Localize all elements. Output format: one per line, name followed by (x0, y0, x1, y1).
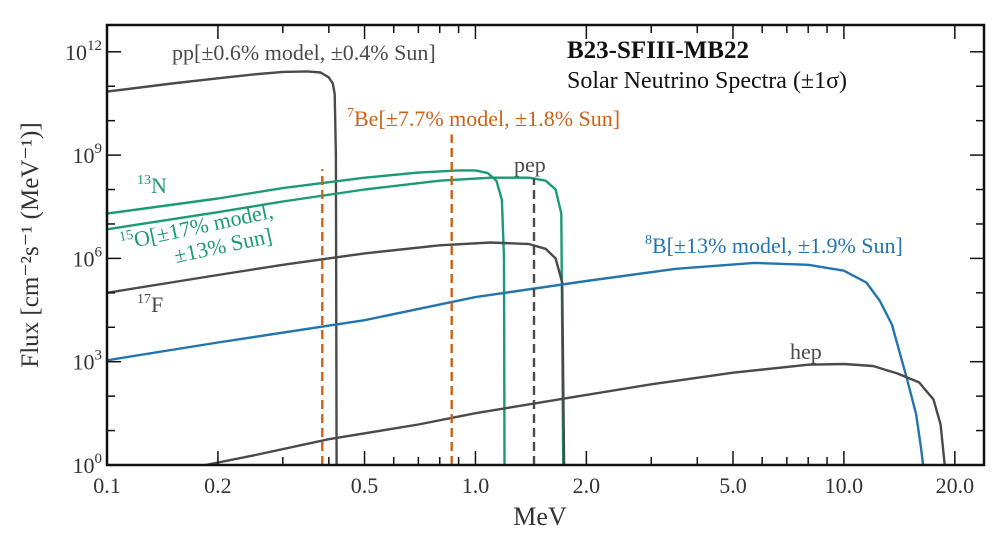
x-tick-label: 0.5 (351, 473, 379, 498)
label-pep: pep (514, 152, 546, 177)
label-8b: 8B[±13% model, ±1.9% Sun] (645, 233, 903, 258)
x-tick-label: 20.0 (936, 473, 975, 498)
series-pp (106, 70, 338, 466)
series-15O (106, 176, 565, 466)
series-8B (106, 261, 925, 466)
axis-ticks (106, 25, 984, 466)
label-7be: 7Be[±7.7% model, ±1.8% Sun] (347, 106, 620, 131)
x-axis-label: MeV (513, 502, 567, 531)
label-13n: 13N (137, 173, 167, 198)
y-tick-label: 103 (73, 348, 103, 375)
label-15o: 15O[±17% model, ±13% Sun] (118, 198, 275, 268)
chart-title: B23-SFIII-MB22 (567, 37, 749, 64)
label-17f: 17F (137, 292, 163, 317)
plot-frame (105, 23, 986, 467)
y-tick-label: 100 (73, 451, 103, 478)
x-tick-label: 0.2 (204, 473, 232, 498)
label-pp: pp[±0.6% model, ±0.4% Sun] (172, 40, 436, 65)
y-axis-label: Flux [cm⁻²s⁻¹ (MeV⁻¹)] (17, 122, 44, 367)
y-tick-label: 109 (73, 141, 103, 168)
chart-subtitle: Solar Neutrino Spectra (±1σ) (567, 68, 847, 94)
y-tick-labels: 100 103 106 109 1012 (65, 38, 103, 478)
x-tick-label: 5.0 (719, 473, 747, 498)
y-tick-label: 106 (73, 244, 103, 271)
curves (106, 70, 946, 467)
x-tick-label: 0.1 (93, 473, 121, 498)
x-tick-label: 2.0 (573, 473, 601, 498)
series-hep (205, 362, 946, 467)
x-tick-labels: 0.1 0.2 0.5 1.0 2.0 5.0 10.0 20.0 (93, 473, 974, 498)
label-hep: hep (790, 339, 822, 364)
x-tick-label: 10.0 (825, 473, 864, 498)
x-tick-label: 1.0 (462, 473, 490, 498)
series-17F (106, 241, 566, 466)
y-tick-label: 1012 (65, 38, 102, 65)
series-13N (106, 169, 506, 466)
